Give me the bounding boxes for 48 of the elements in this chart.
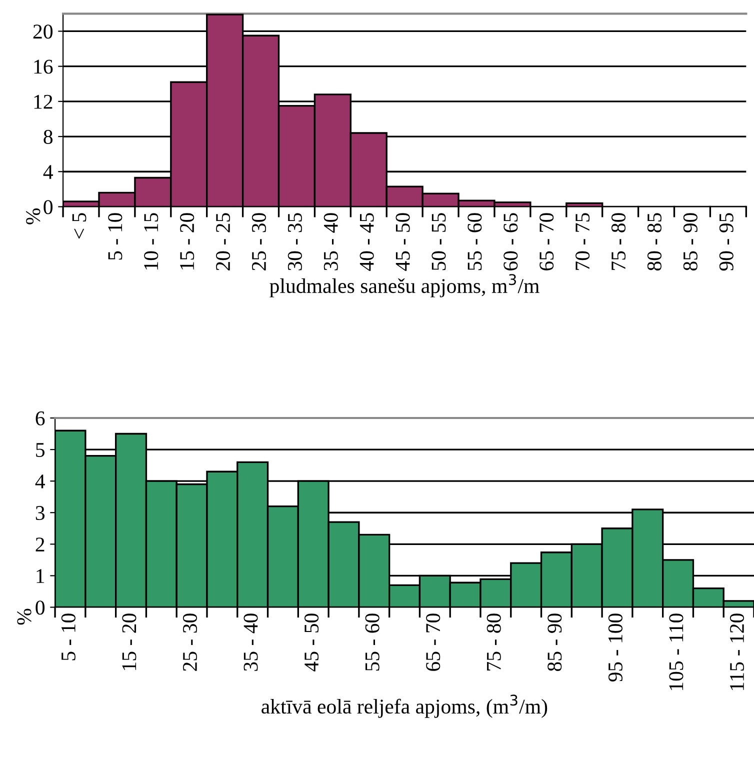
x-tick-label: 105 - 110 — [669, 614, 684, 690]
y-tick-label: 0 — [44, 200, 53, 214]
x-tick-label: 90 - 95 — [719, 213, 734, 271]
y-axis-title: % — [26, 208, 40, 224]
y-tick-label: 2 — [36, 538, 44, 552]
y-tick-label: 4 — [35, 474, 45, 488]
y-tick-label: 20 — [33, 24, 53, 39]
y-tick-label: 5 — [36, 443, 45, 457]
x-tick-label: 20 - 25 — [216, 213, 230, 270]
x-tick-label: 70 - 75 — [576, 213, 590, 270]
x-tick-label: 25 - 30 — [182, 614, 198, 671]
x-axis-title: pludmales sanešu apjoms, m$^{3}$/m — [270, 274, 540, 298]
x-tick-label: < 5 — [72, 213, 86, 239]
x-tick-label: 65 - 70 — [540, 213, 554, 270]
x-tick-label: 75 - 80 — [486, 614, 501, 670]
x-tick-label: 15 - 20 — [122, 614, 136, 670]
x-tick-label: 55 - 60 — [365, 614, 380, 671]
x-tick-label: 115 - 120 — [730, 614, 744, 690]
x-tick-label: 80 - 85 — [647, 213, 662, 270]
x-tick-label: 75 - 80 — [611, 213, 626, 270]
x-tick-label: 10 - 15 — [144, 213, 158, 270]
x-tick-label: 55 - 60 — [468, 213, 482, 270]
y-tick-label: 6 — [36, 411, 45, 426]
x-tick-label: 35 - 40 — [324, 213, 338, 270]
y-tick-label: 3 — [36, 506, 45, 520]
x-tick-label: 5 - 10 — [61, 614, 76, 660]
y-tick-label: 8 — [44, 130, 53, 144]
x-axis-title: aktīvā eolā reljefa apjoms, (m$^{3}$/m) — [262, 694, 548, 718]
x-tick-label: 95 - 100 — [608, 614, 622, 682]
x-tick-label: 85 - 90 — [683, 213, 698, 270]
y-axis-title: % — [17, 608, 32, 625]
x-tick-label: 25 - 30 — [252, 213, 266, 270]
y-tick-label: 4 — [43, 165, 53, 179]
x-tick-label: 45 - 50 — [304, 614, 319, 672]
x-tick-label: 40 - 45 — [360, 213, 374, 271]
x-tick-label: 85 - 90 — [548, 614, 562, 672]
x-tick-label: 65 - 70 — [426, 614, 440, 671]
y-tick-label: 12 — [34, 94, 52, 109]
x-tick-label: 45 - 50 — [396, 213, 410, 271]
x-tick-label: 30 - 35 — [288, 213, 302, 270]
x-tick-label: 60 - 65 — [504, 213, 518, 270]
x-tick-label: 35 - 40 — [244, 614, 258, 671]
x-tick-label: 50 - 55 — [432, 213, 446, 270]
x-tick-label: 15 - 20 — [180, 213, 194, 270]
y-tick-label: 16 — [34, 60, 53, 74]
x-tick-label: 5 - 10 — [108, 213, 122, 260]
y-tick-label: 1 — [36, 569, 44, 583]
y-tick-label: 0 — [36, 600, 45, 615]
